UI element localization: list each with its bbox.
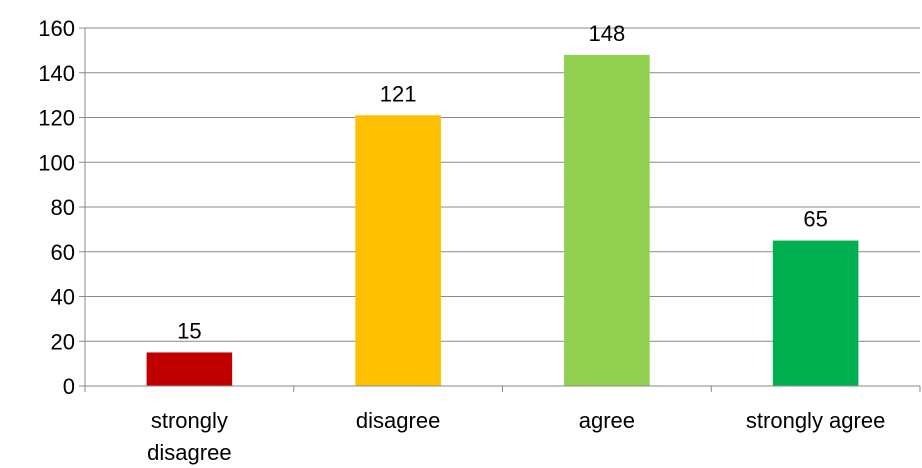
y-tick-label: 160 [38,16,75,41]
data-label: 121 [380,81,417,106]
y-tick-label: 60 [51,240,75,265]
bar-strongly-agree [772,240,859,386]
y-tick-label: 100 [38,150,75,175]
gridlines [85,27,920,342]
y-tick-label: 140 [38,61,75,86]
y-tick-label: 120 [38,106,75,131]
data-label: 65 [803,207,827,232]
bar-disagree [355,115,441,386]
y-tick-label: 80 [51,195,75,220]
y-tick-label: 0 [63,374,75,399]
data-label: 148 [589,21,626,46]
bars [146,54,859,386]
category-label: disagree [147,440,231,465]
category-labels: strongly disagree disagree agree strongly ag… [147,408,885,465]
bar-strongly-disagree [146,352,233,386]
category-label: agree [579,408,635,433]
data-labels: 15 121 148 65 [177,21,828,344]
y-tick-label: 20 [51,329,75,354]
x-axis [84,28,921,392]
category-label: strongly [151,408,228,433]
y-tick-label: 40 [51,285,75,310]
data-label: 15 [177,318,201,343]
y-axis-tick-labels: 0 20 40 60 80 100 120 140 160 [38,16,85,399]
category-label: strongly agree [746,408,885,433]
category-label: disagree [356,408,440,433]
bar-agree [564,54,650,386]
